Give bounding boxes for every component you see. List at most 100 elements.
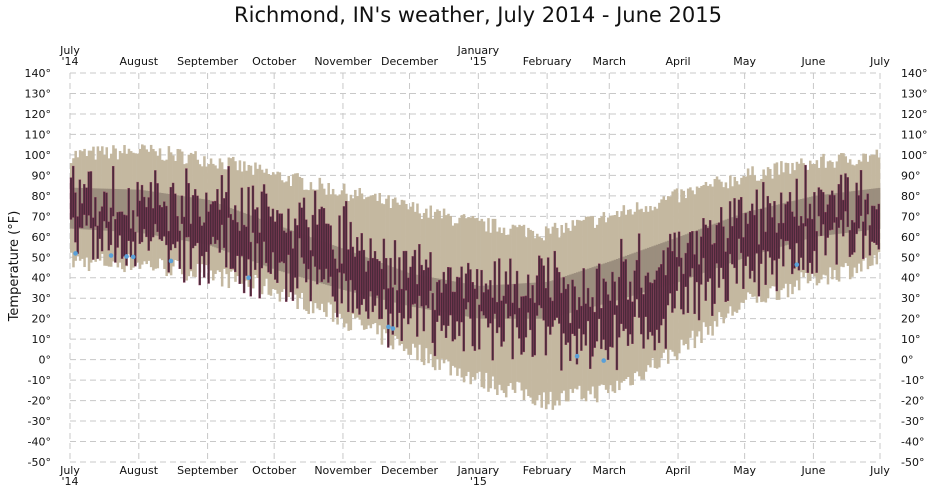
actual-range-bar xyxy=(107,221,110,251)
chart-title: Richmond, IN's weather, July 2014 - June… xyxy=(234,3,722,27)
normal-range-bar xyxy=(200,198,204,244)
y-tick-label: -10° xyxy=(28,374,51,387)
actual-range-bar xyxy=(262,184,266,242)
normal-range-bar xyxy=(178,195,182,240)
normal-range-bar xyxy=(533,282,537,319)
actual-range-bar xyxy=(731,225,734,265)
actual-range-bar xyxy=(804,164,807,227)
actual-range-bar xyxy=(737,199,741,239)
y-tick-label: 70° xyxy=(32,210,52,223)
actual-range-bar xyxy=(473,288,477,351)
actual-range-bar xyxy=(629,281,632,335)
actual-range-bar xyxy=(165,205,168,246)
actual-range-bar xyxy=(726,237,730,301)
actual-range-bar xyxy=(380,268,383,320)
actual-range-bar xyxy=(655,270,659,330)
normal-range-bar xyxy=(631,253,634,296)
actual-range-bar xyxy=(176,216,179,242)
actual-range-bar xyxy=(582,268,585,335)
actual-range-bar xyxy=(222,198,226,248)
normal-range-bar xyxy=(682,235,686,281)
actual-range-bar xyxy=(764,231,767,285)
actual-range-bar xyxy=(207,211,210,284)
actual-range-bar xyxy=(373,251,377,306)
actual-range-bar xyxy=(506,284,510,319)
actual-range-bar xyxy=(558,271,561,324)
actual-range-bar xyxy=(78,179,82,228)
actual-range-bar xyxy=(700,236,703,285)
actual-range-bar xyxy=(759,208,763,264)
actual-range-bar xyxy=(296,225,299,289)
normal-range-bar xyxy=(123,189,126,232)
normal-range-bar xyxy=(116,189,120,232)
actual-range-bar xyxy=(362,249,366,300)
actual-range-bar xyxy=(320,206,323,282)
actual-range-bar xyxy=(302,197,306,264)
actual-range-bar xyxy=(467,262,470,303)
actual-range-bar xyxy=(258,232,261,299)
actual-range-bar xyxy=(216,189,219,241)
actual-range-bar xyxy=(131,210,135,242)
actual-range-bar xyxy=(502,295,505,342)
actual-range-bar xyxy=(684,252,687,287)
actual-range-bar xyxy=(291,248,295,301)
actual-range-bar xyxy=(151,208,155,238)
actual-range-bar xyxy=(338,215,341,273)
normal-range-bar xyxy=(658,243,661,288)
actual-range-bar xyxy=(868,225,872,256)
normal-range-bar xyxy=(653,245,657,290)
record-low-dot xyxy=(73,251,78,256)
normal-range-bar xyxy=(298,233,302,277)
actual-range-bar xyxy=(564,288,568,345)
actual-range-bar xyxy=(751,203,754,271)
actual-range-bar xyxy=(325,223,328,269)
actual-range-bar xyxy=(848,230,852,258)
actual-range-bar xyxy=(167,230,170,273)
actual-range-bar xyxy=(529,298,532,331)
normal-range-bar xyxy=(511,283,515,319)
actual-range-bar xyxy=(422,270,426,332)
actual-range-bar xyxy=(664,275,667,349)
actual-range-bar xyxy=(311,214,315,257)
normal-range-bar xyxy=(646,247,650,292)
actual-range-bar xyxy=(251,185,255,233)
actual-range-bar xyxy=(460,266,463,323)
actual-range-bar xyxy=(504,271,508,304)
actual-range-bar xyxy=(234,205,237,273)
actual-range-bar xyxy=(242,224,246,294)
record-range-bar xyxy=(540,238,543,408)
actual-range-bar xyxy=(695,230,699,283)
actual-range-bar xyxy=(487,289,490,328)
record-low-dot xyxy=(574,353,580,359)
actual-range-bar xyxy=(287,208,290,255)
actual-range-bar xyxy=(773,201,776,261)
y-tick-label: 0° xyxy=(39,354,52,367)
x-tick-label: April xyxy=(665,464,690,477)
actual-range-bar xyxy=(449,267,452,316)
actual-range-bar xyxy=(649,282,652,333)
actual-range-bar xyxy=(344,200,348,282)
normal-range-bar xyxy=(875,188,879,230)
actual-range-bar xyxy=(185,168,188,238)
x-tick-label: July xyxy=(869,55,890,68)
actual-range-bar xyxy=(109,207,113,246)
actual-range-bar xyxy=(762,181,765,251)
actual-range-bar xyxy=(551,300,554,327)
x-tick-label: December xyxy=(381,55,439,68)
actual-range-bar xyxy=(877,203,880,250)
y-tick-label: 40° xyxy=(901,272,921,285)
actual-range-bar xyxy=(704,224,707,301)
actual-range-bar xyxy=(280,213,284,262)
x-tick-label: May xyxy=(733,55,756,68)
actual-range-bar xyxy=(229,213,232,269)
actual-range-bar xyxy=(717,222,721,288)
y-tick-label: 40° xyxy=(32,272,52,285)
actual-range-bar xyxy=(757,244,761,297)
actual-range-bar xyxy=(91,217,95,260)
actual-range-bar xyxy=(493,261,497,314)
actual-range-bar xyxy=(819,189,823,237)
actual-range-bar xyxy=(489,280,492,324)
actual-range-bar xyxy=(613,281,616,315)
normal-range-bar xyxy=(396,268,399,304)
normal-range-bar xyxy=(851,191,854,233)
